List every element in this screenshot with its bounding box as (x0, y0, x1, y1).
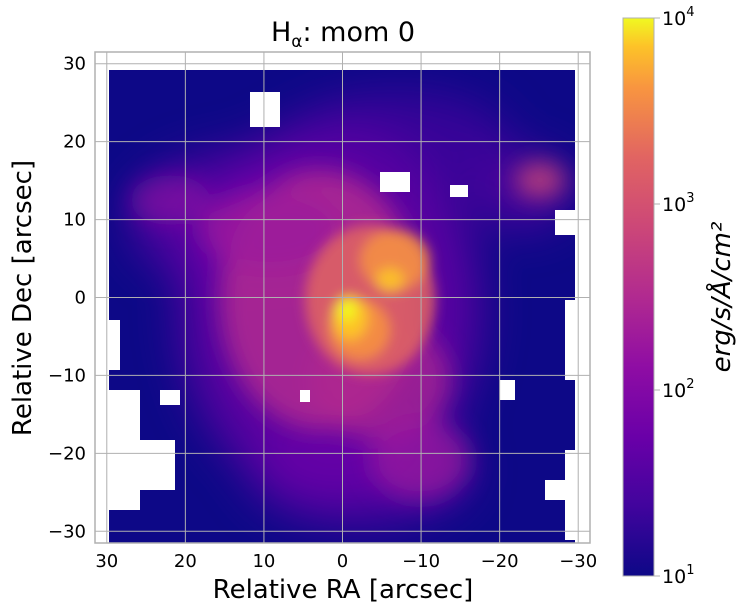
bright-emission (305, 225, 435, 375)
x-tick-label: 20 (174, 551, 197, 572)
emission-peak (338, 299, 356, 321)
grid-lines (95, 52, 590, 543)
colorbar-tick-labels: 104 103 102 101 (654, 5, 694, 588)
y-tick-label: 20 (63, 132, 86, 153)
y-tick-label: −10 (48, 365, 86, 386)
plot-frame (94, 51, 591, 544)
x-tick-label: 0 (337, 551, 348, 572)
x-tick-label: −20 (481, 551, 519, 572)
x-tick-label: 30 (95, 551, 118, 572)
colorbar-tick-label: 102 (662, 377, 694, 402)
colorbar-label: erg/s/Å/cm² (705, 222, 737, 373)
chart-title: Hα: mom 0 (271, 17, 415, 52)
x-tick-label: −10 (402, 551, 440, 572)
x-tick-label: 10 (252, 551, 275, 572)
y-axis-label: Relative Dec [arcsec] (8, 160, 38, 436)
x-tick-label: −30 (559, 551, 597, 572)
y-tick-label: 30 (63, 54, 86, 75)
colorbar-tick-label: 103 (662, 191, 694, 216)
y-tick-label: 10 (63, 210, 86, 231)
x-axis-label: Relative RA [arcsec] (213, 575, 474, 605)
colorbar-tick-label: 104 (662, 5, 694, 30)
colorbar (622, 17, 655, 577)
y-tick-label: 0 (75, 288, 86, 309)
y-tick-labels: 30 20 10 0 −10 −20 −30 (48, 54, 86, 543)
x-tick-labels: 30 20 10 0 −10 −20 −30 (95, 551, 597, 572)
y-tick-label: −30 (48, 521, 86, 542)
title-rest: : mom 0 (302, 17, 415, 48)
colorbar-tick-label: 101 (662, 563, 694, 588)
title-subscript: α (291, 32, 302, 52)
y-tick-label: −20 (48, 443, 86, 464)
title-main: H (271, 17, 291, 48)
